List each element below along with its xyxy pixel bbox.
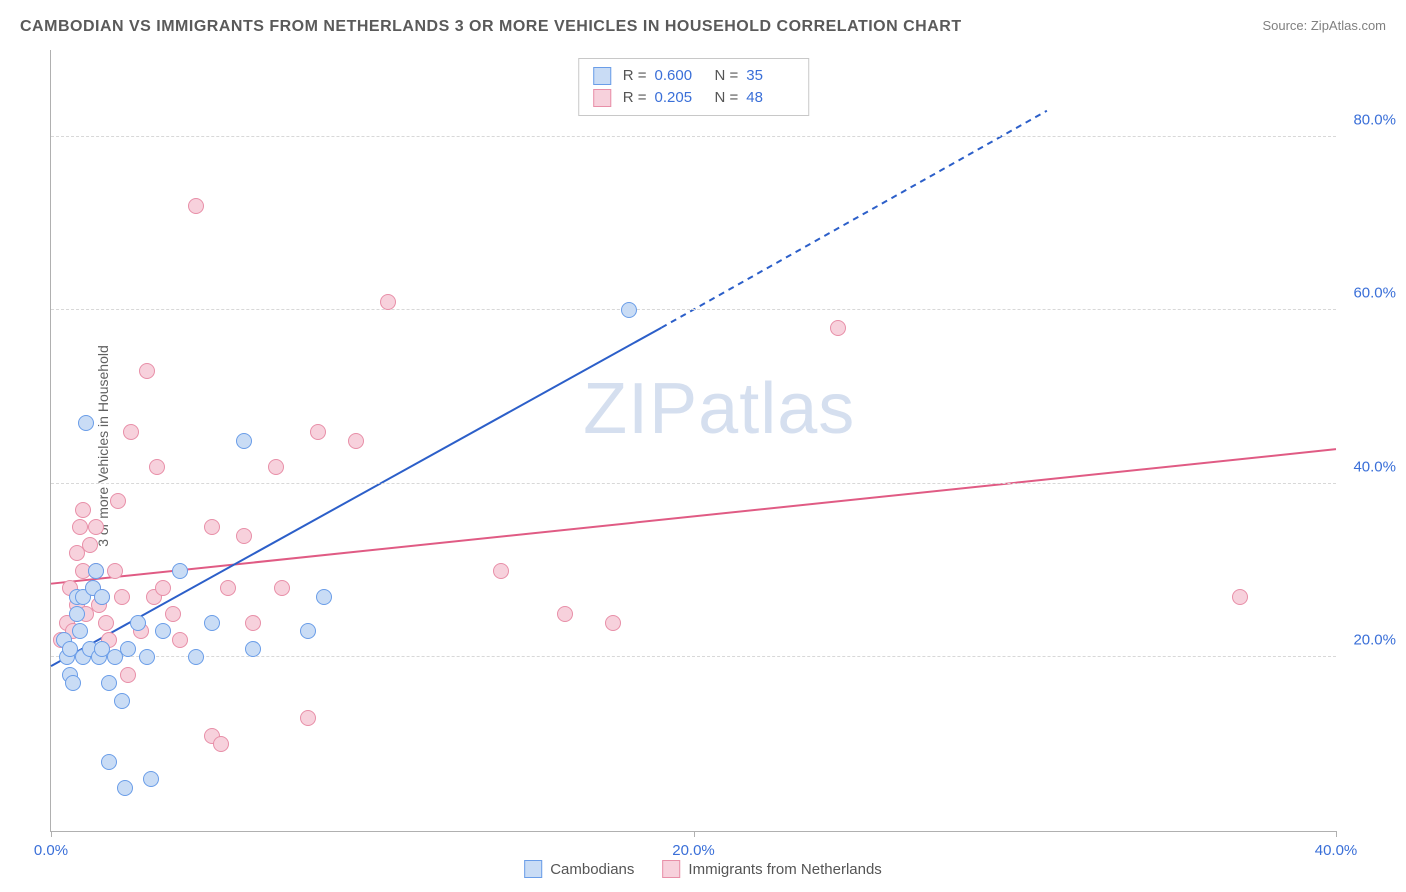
y-tick-label: 20.0% (1353, 632, 1396, 649)
scatter-point (1232, 589, 1248, 605)
scatter-point (204, 615, 220, 631)
scatter-point (621, 302, 637, 318)
scatter-point (274, 580, 290, 596)
n-value: 35 (746, 65, 794, 87)
r-value: 0.600 (655, 65, 703, 87)
x-tick (1336, 831, 1337, 837)
scatter-point (236, 433, 252, 449)
x-tick-label: 20.0% (672, 842, 715, 859)
scatter-point (236, 528, 252, 544)
scatter-point (830, 320, 846, 336)
scatter-point (493, 563, 509, 579)
trend-line (51, 449, 1336, 584)
n-label: N = (715, 65, 739, 87)
scatter-point (82, 537, 98, 553)
scatter-point (88, 563, 104, 579)
scatter-point (117, 780, 133, 796)
scatter-point (348, 433, 364, 449)
scatter-point (143, 771, 159, 787)
scatter-point (268, 459, 284, 475)
scatter-point (88, 519, 104, 535)
scatter-point (310, 424, 326, 440)
scatter-point (114, 589, 130, 605)
scatter-point (75, 502, 91, 518)
scatter-point (204, 519, 220, 535)
n-value: 48 (746, 87, 794, 109)
scatter-point (130, 615, 146, 631)
swatch-netherlands (662, 860, 680, 878)
scatter-point (65, 675, 81, 691)
gridline (51, 656, 1336, 657)
scatter-point (172, 632, 188, 648)
x-tick-label: 0.0% (34, 842, 68, 859)
gridline (51, 309, 1336, 310)
series-legend: Cambodians Immigrants from Netherlands (524, 860, 882, 878)
trend-line-dashed (661, 111, 1047, 328)
scatter-point (155, 580, 171, 596)
scatter-point (120, 667, 136, 683)
legend-item-cambodians: Cambodians (524, 860, 634, 878)
scatter-point (120, 641, 136, 657)
legend-label: Immigrants from Netherlands (688, 861, 881, 878)
scatter-point (139, 363, 155, 379)
swatch-cambodians (524, 860, 542, 878)
legend-label: Cambodians (550, 861, 634, 878)
scatter-point (94, 589, 110, 605)
gridline (51, 136, 1336, 137)
scatter-point (380, 294, 396, 310)
r-label: R = (623, 87, 647, 109)
stats-row-cambodians: R = 0.600 N = 35 (593, 65, 795, 87)
scatter-point (300, 623, 316, 639)
x-tick (694, 831, 695, 837)
scatter-point (188, 198, 204, 214)
swatch-netherlands (593, 89, 611, 107)
chart-title: CAMBODIAN VS IMMIGRANTS FROM NETHERLANDS… (20, 18, 962, 36)
scatter-point (123, 424, 139, 440)
scatter-point (245, 641, 261, 657)
x-tick (51, 831, 52, 837)
stats-legend: R = 0.600 N = 35 R = 0.205 N = 48 (578, 58, 810, 116)
scatter-point (316, 589, 332, 605)
scatter-point (557, 606, 573, 622)
scatter-point (101, 675, 117, 691)
gridline (51, 483, 1336, 484)
x-tick-label: 40.0% (1315, 842, 1358, 859)
scatter-point (220, 580, 236, 596)
y-tick-label: 80.0% (1353, 111, 1396, 128)
scatter-point (101, 754, 117, 770)
scatter-point (69, 606, 85, 622)
r-label: R = (623, 65, 647, 87)
scatter-point (110, 493, 126, 509)
y-tick-label: 60.0% (1353, 285, 1396, 302)
scatter-point (188, 649, 204, 665)
r-value: 0.205 (655, 87, 703, 109)
scatter-point (114, 693, 130, 709)
scatter-point (78, 415, 94, 431)
scatter-point (155, 623, 171, 639)
scatter-point (213, 736, 229, 752)
scatter-point (605, 615, 621, 631)
scatter-point (165, 606, 181, 622)
swatch-cambodians (593, 67, 611, 85)
scatter-point (107, 563, 123, 579)
scatter-point (300, 710, 316, 726)
scatter-point (245, 615, 261, 631)
scatter-point (139, 649, 155, 665)
stats-row-netherlands: R = 0.205 N = 48 (593, 87, 795, 109)
scatter-point (149, 459, 165, 475)
scatter-point (72, 623, 88, 639)
y-tick-label: 40.0% (1353, 458, 1396, 475)
legend-item-netherlands: Immigrants from Netherlands (662, 860, 881, 878)
n-label: N = (715, 87, 739, 109)
scatter-point (72, 519, 88, 535)
scatter-point (172, 563, 188, 579)
source-attribution: Source: ZipAtlas.com (1262, 18, 1386, 33)
scatter-point (98, 615, 114, 631)
plot-area: ZIPatlas R = 0.600 N = 35 R = 0.205 N = … (50, 50, 1336, 832)
